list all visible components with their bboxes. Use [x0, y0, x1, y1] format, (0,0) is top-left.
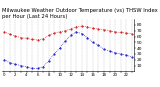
- Text: Milwaukee Weather Outdoor Temperature (vs) THSW Index per Hour (Last 24 Hours): Milwaukee Weather Outdoor Temperature (v…: [2, 8, 157, 19]
